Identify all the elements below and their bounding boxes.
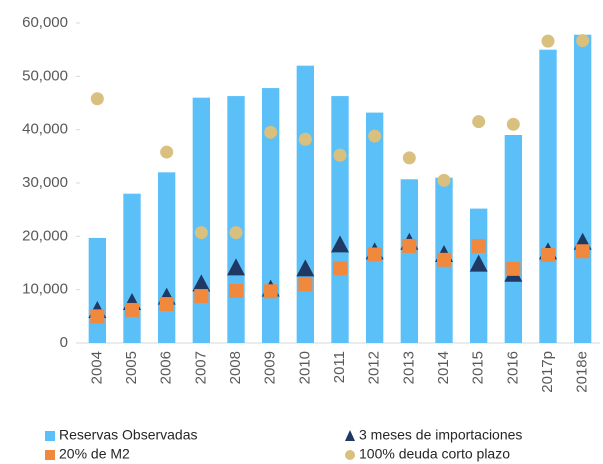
triangle-marker bbox=[331, 235, 349, 253]
bar bbox=[227, 96, 245, 343]
circle-marker bbox=[160, 145, 174, 159]
x-tick-label: 2010 bbox=[296, 351, 313, 384]
circle-marker bbox=[298, 132, 312, 146]
circle-marker bbox=[541, 34, 555, 48]
legend-swatch bbox=[45, 431, 55, 441]
square-marker bbox=[125, 302, 139, 317]
y-tick-label: 20,000 bbox=[22, 227, 68, 244]
circle-marker bbox=[402, 151, 416, 165]
legend-label: 20% de M2 bbox=[59, 446, 130, 462]
bar bbox=[504, 135, 522, 343]
x-tick-label: 2014 bbox=[435, 351, 452, 384]
square-marker bbox=[333, 261, 347, 276]
x-tick-label: 2015 bbox=[470, 351, 487, 384]
y-tick-label: 10,000 bbox=[22, 281, 68, 298]
bar bbox=[88, 237, 106, 343]
square-marker bbox=[159, 297, 174, 312]
square-marker bbox=[471, 238, 486, 253]
square-marker bbox=[437, 252, 451, 267]
x-tick-label: 2017p bbox=[539, 351, 556, 393]
legend-label: 100% deuda corto plazo bbox=[359, 446, 510, 462]
bar bbox=[123, 193, 141, 343]
bar bbox=[158, 172, 176, 343]
bar bbox=[470, 208, 488, 343]
x-tick-label: 2016 bbox=[504, 351, 521, 384]
circle-marker bbox=[229, 226, 243, 240]
y-tick-label: 60,000 bbox=[22, 14, 68, 31]
square-marker bbox=[575, 244, 590, 259]
circle-marker bbox=[576, 34, 590, 48]
square-marker bbox=[402, 238, 417, 253]
circle-marker bbox=[194, 226, 208, 240]
y-tick-label: 40,000 bbox=[22, 121, 68, 138]
x-tick-label: 2007 bbox=[192, 351, 209, 384]
square-marker bbox=[367, 247, 382, 262]
bar bbox=[296, 65, 314, 344]
triangle-marker bbox=[469, 254, 488, 272]
circle-marker bbox=[472, 115, 486, 129]
y-tick-label: 50,000 bbox=[22, 67, 68, 84]
bar bbox=[574, 34, 592, 343]
x-tick-label: 2013 bbox=[400, 351, 417, 384]
square-marker bbox=[298, 277, 313, 292]
circle-marker bbox=[506, 117, 520, 131]
square-marker bbox=[194, 289, 209, 304]
bar bbox=[366, 112, 384, 343]
bar bbox=[331, 96, 349, 343]
circle-marker bbox=[368, 129, 382, 143]
square-marker bbox=[263, 284, 278, 299]
x-tick-label: 2008 bbox=[227, 351, 244, 384]
square-marker bbox=[506, 261, 521, 276]
x-tick-label: 2004 bbox=[88, 351, 105, 384]
square-marker bbox=[229, 283, 243, 298]
y-tick-label: 0 bbox=[60, 334, 68, 351]
circle-marker bbox=[437, 173, 451, 187]
legend-label: 3 meses de importaciones bbox=[359, 427, 522, 443]
y-tick-label: 30,000 bbox=[22, 174, 68, 191]
bar bbox=[400, 179, 418, 343]
bar bbox=[539, 49, 557, 344]
x-tick-label: 2009 bbox=[262, 351, 279, 384]
legend-swatch bbox=[345, 450, 355, 460]
x-tick-label: 2005 bbox=[123, 351, 140, 384]
legend-swatch bbox=[345, 430, 355, 441]
x-tick-label: 2011 bbox=[331, 351, 348, 383]
triangle-marker bbox=[296, 259, 315, 277]
square-marker bbox=[90, 309, 105, 324]
circle-marker bbox=[90, 92, 104, 106]
square-marker bbox=[541, 248, 555, 262]
legend-swatch bbox=[45, 450, 55, 460]
x-tick-label: 2006 bbox=[158, 351, 175, 384]
circle-marker bbox=[264, 125, 278, 139]
x-tick-label: 2012 bbox=[366, 351, 383, 384]
x-tick-label: 2018e bbox=[574, 351, 591, 393]
triangle-marker bbox=[192, 274, 211, 292]
bar bbox=[192, 97, 210, 344]
legend-label: Reservas Observadas bbox=[59, 427, 198, 443]
bar bbox=[262, 88, 280, 343]
circle-marker bbox=[333, 148, 347, 162]
triangle-marker bbox=[227, 258, 245, 276]
